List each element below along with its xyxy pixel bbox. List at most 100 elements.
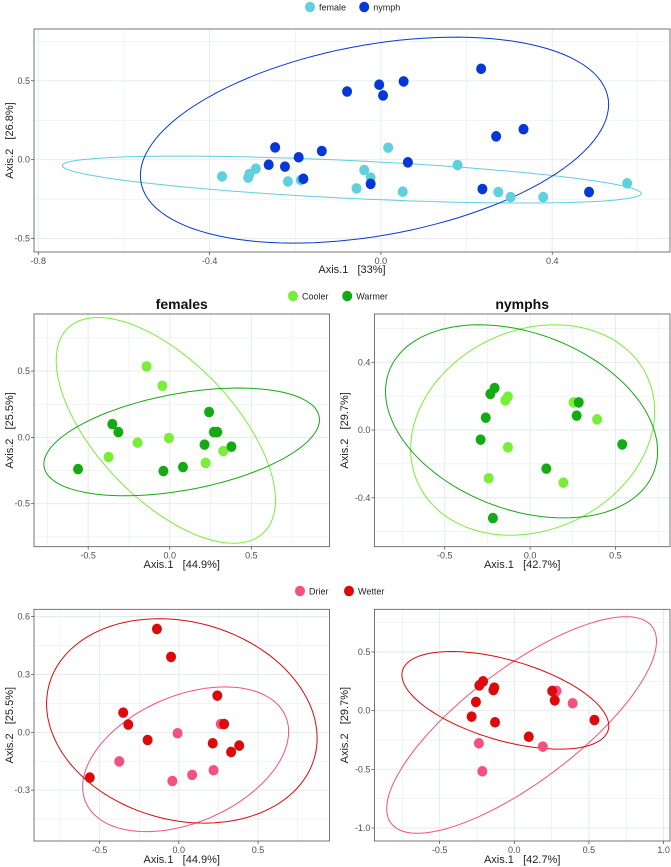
point-wetter xyxy=(123,719,134,730)
y-axis-label: Axis.2 [25.5%] xyxy=(4,392,16,468)
x-tick-label: -0.5 xyxy=(437,551,453,561)
point-warmer xyxy=(485,388,496,400)
y-axis-label: Axis.2 [26.8%] xyxy=(4,102,16,178)
x-tick-label: -0.8 xyxy=(31,256,47,266)
point-wetter xyxy=(474,680,485,691)
plot-frame xyxy=(33,28,671,253)
point-female xyxy=(351,183,362,194)
point-warmer xyxy=(113,426,124,438)
legend-label: Warmer xyxy=(356,292,388,302)
point-nymph xyxy=(270,142,281,153)
x-axis-label: Axis.1 [42.7%] xyxy=(484,559,560,571)
point-wetter xyxy=(466,711,477,722)
point-wetter xyxy=(219,718,230,730)
x-tick-label: 0.5 xyxy=(609,551,622,561)
point-cooler xyxy=(141,361,152,372)
point-nymph xyxy=(316,145,327,157)
point-cooler xyxy=(132,437,143,448)
plot-background xyxy=(374,609,670,841)
ellipse-wetter xyxy=(46,618,318,824)
y-tick-label: 0.4 xyxy=(358,357,371,367)
x-tick-label: -0.5 xyxy=(92,845,108,855)
plot-background xyxy=(34,314,330,547)
point-wetter xyxy=(226,746,237,758)
point-warmer xyxy=(573,397,584,408)
point-wetter xyxy=(234,740,245,751)
panel-3: -0.5 0.0 0.5 -0.3 0.0 0.3 0.6 Axis.1 [44.9%] Axi… xyxy=(4,608,330,866)
ellipse-warmer xyxy=(384,324,659,519)
point-warmer xyxy=(177,461,188,473)
point-warmer xyxy=(199,439,210,450)
legend-key-nymph xyxy=(359,1,370,13)
panel-1: -0.5 0.0 0.5 -0.5 0.0 0.5 Axis.1 [44.9%] Axis.2… xyxy=(4,296,330,571)
point-cooler xyxy=(558,477,569,488)
point-warmer xyxy=(212,426,223,438)
legend-0: female nymph xyxy=(305,1,400,13)
legend-key-wetter xyxy=(344,585,354,597)
point-warmer xyxy=(571,410,582,421)
point-warmer xyxy=(107,418,118,430)
point-cooler xyxy=(483,472,494,484)
legend-key-female xyxy=(305,1,315,13)
point-nymph xyxy=(477,183,488,195)
point-cooler xyxy=(502,441,513,453)
point-drier xyxy=(187,769,198,781)
x-tick-label: -0.5 xyxy=(80,551,96,561)
ellipse-drier xyxy=(386,616,658,834)
y-tick-label: 0.0 xyxy=(17,155,30,165)
point-female xyxy=(622,178,633,189)
y-tick-label: 0.5 xyxy=(17,366,30,376)
point-warmer xyxy=(158,465,169,477)
y-axis-label: Axis.2 [29.7%] xyxy=(339,392,351,468)
y-axis-label: Axis.2 [25.5%] xyxy=(4,687,16,763)
point-nymph xyxy=(342,86,353,97)
legend-label: nymph xyxy=(373,3,400,13)
point-nymph xyxy=(365,178,376,190)
point-wetter xyxy=(142,734,153,746)
y-tick-label: 0.5 xyxy=(358,647,371,657)
point-female xyxy=(397,186,408,198)
point-wetter xyxy=(488,684,499,696)
point-drier xyxy=(473,737,484,749)
ellipse-cooler xyxy=(410,324,656,536)
x-axis-label: Axis.1 [44.9%] xyxy=(144,559,220,571)
point-nymph xyxy=(584,186,595,198)
point-female xyxy=(250,163,261,174)
point-cooler xyxy=(103,451,114,463)
point-nymph xyxy=(279,161,290,172)
point-nymph xyxy=(476,63,487,75)
plot-frame xyxy=(33,313,330,548)
legend-label: Drier xyxy=(309,587,329,597)
x-axis-label: Axis.1 [42.7%] xyxy=(484,854,560,866)
x-tick-label: 0.5 xyxy=(252,845,265,855)
legend-1: Cooler Warmer xyxy=(288,290,388,302)
point-nymph xyxy=(378,90,389,101)
y-tick-label: -0.5 xyxy=(14,499,30,509)
y-tick-label: -0.3 xyxy=(14,785,30,795)
point-drier xyxy=(167,775,178,787)
x-tick-label: 1.0 xyxy=(657,845,670,855)
point-female xyxy=(217,171,228,182)
point-cooler xyxy=(163,432,174,444)
point-wetter xyxy=(523,731,534,743)
legend-2: Drier Wetter xyxy=(295,585,384,597)
point-nymph xyxy=(293,152,304,163)
x-tick-label: 0.0 xyxy=(524,551,537,561)
point-nymph xyxy=(263,159,274,171)
ellipse-nymph xyxy=(139,36,610,244)
y-axis-label: Axis.2 [29.7%] xyxy=(339,687,351,763)
x-tick-label: -0.5 xyxy=(432,845,448,855)
panel-2: -0.5 0.0 0.5 -0.4 0.0 0.4 Axis.1 [42.7%] Axis.2… xyxy=(339,296,671,571)
point-wetter xyxy=(151,623,162,635)
point-nymph xyxy=(518,123,529,135)
point-female xyxy=(505,191,516,203)
point-cooler xyxy=(157,380,168,392)
y-tick-label: -0.5 xyxy=(14,234,30,244)
point-female xyxy=(282,176,293,187)
point-nymph xyxy=(402,157,413,168)
point-warmer xyxy=(226,441,237,452)
point-wetter xyxy=(490,716,501,728)
point-warmer xyxy=(480,412,491,423)
legend-key-drier xyxy=(295,585,305,597)
plot-frame xyxy=(33,608,330,842)
